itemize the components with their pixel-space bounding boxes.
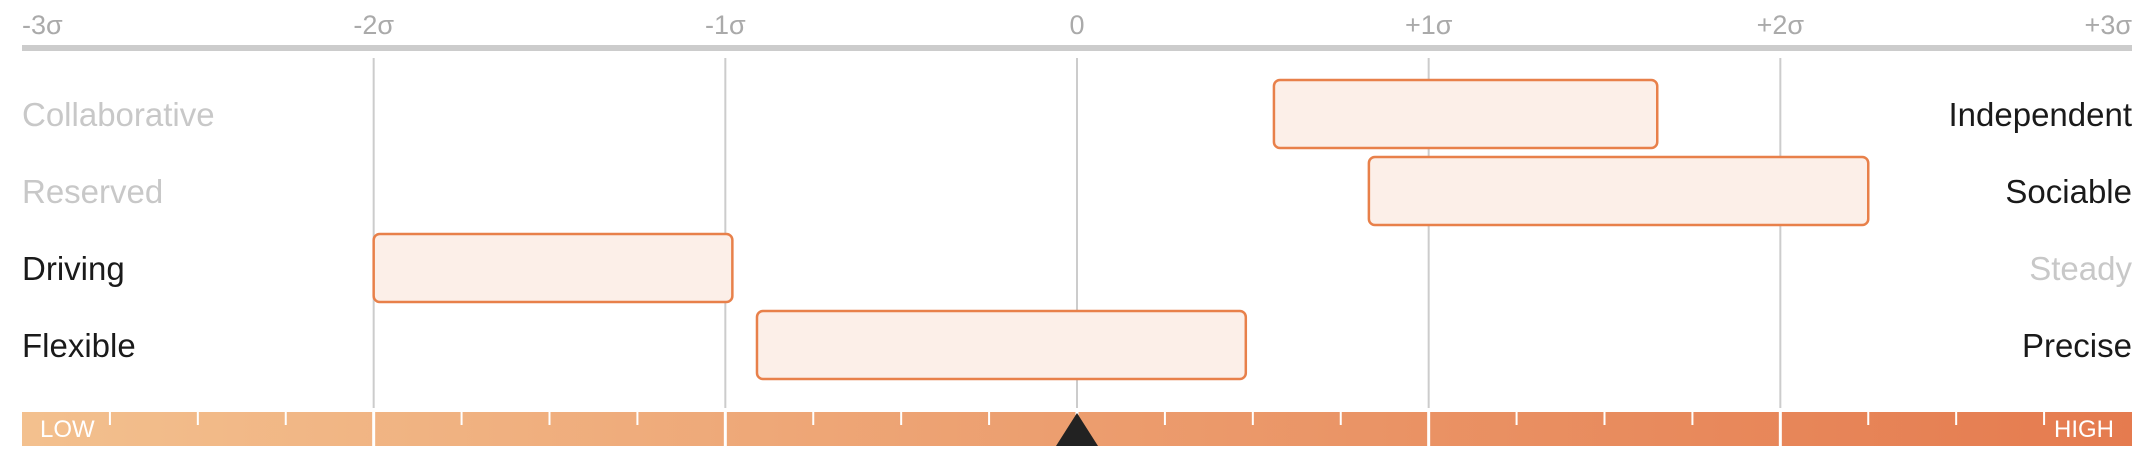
trait-label-right: Steady: [2029, 250, 2132, 287]
trait-label-right: Precise: [2022, 327, 2132, 364]
range-bar: [1367, 155, 1870, 227]
x-tick-label: -2σ: [353, 10, 394, 40]
range-bar: [755, 309, 1248, 381]
x-tick-label: +3σ: [2085, 10, 2133, 40]
range-bar: [372, 232, 734, 304]
scale-low-label: LOW: [40, 416, 95, 443]
center-marker: [1056, 413, 1098, 446]
x-tick-label: -3σ: [22, 10, 63, 40]
x-tick-label: 0: [1069, 10, 1084, 40]
x-tick-label: +1σ: [1405, 10, 1453, 40]
trait-label-left: Reserved: [22, 173, 163, 210]
trait-label-left: Collaborative: [22, 96, 215, 133]
trait-label-left: Driving: [22, 250, 125, 287]
trait-label-right: Sociable: [2005, 173, 2132, 210]
range-bar: [1272, 78, 1659, 150]
x-tick-label: -1σ: [705, 10, 746, 40]
scale-high-label: HIGH: [2054, 416, 2114, 443]
trait-label-left: Flexible: [22, 327, 136, 364]
x-tick-label: +2σ: [1757, 10, 1805, 40]
trait-label-right: Independent: [1948, 96, 2132, 133]
